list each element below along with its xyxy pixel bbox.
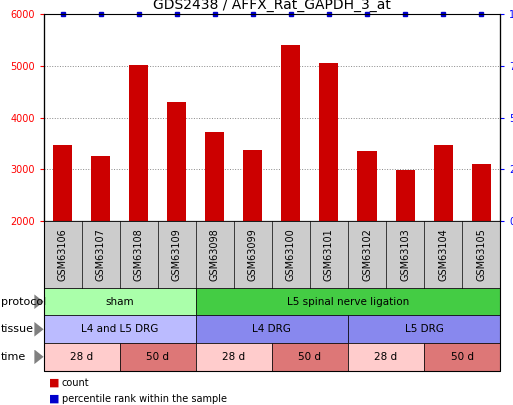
Text: GSM63098: GSM63098	[210, 228, 220, 281]
Text: GSM63101: GSM63101	[324, 228, 334, 281]
Text: tissue: tissue	[1, 324, 34, 334]
Text: L5 spinal nerve ligation: L5 spinal nerve ligation	[287, 297, 409, 307]
Text: GSM63104: GSM63104	[438, 228, 448, 281]
Bar	[243, 150, 262, 221]
Title: GDS2438 / AFFX_Rat_GAPDH_3_at: GDS2438 / AFFX_Rat_GAPDH_3_at	[153, 0, 391, 12]
Text: L5 DRG: L5 DRG	[405, 324, 444, 334]
Bar	[396, 171, 415, 221]
Text: GSM63099: GSM63099	[248, 228, 258, 281]
Text: GSM63106: GSM63106	[57, 228, 68, 281]
Bar	[320, 63, 339, 221]
Text: 28 d: 28 d	[374, 352, 398, 362]
Text: ■: ■	[49, 378, 59, 388]
Text: protocol: protocol	[1, 297, 46, 307]
Text: GSM63109: GSM63109	[172, 228, 182, 281]
Bar	[471, 164, 490, 221]
Text: count: count	[62, 378, 89, 388]
Bar	[433, 145, 452, 221]
Polygon shape	[34, 322, 44, 337]
Text: GSM63100: GSM63100	[286, 228, 296, 281]
Text: GSM63102: GSM63102	[362, 228, 372, 281]
Polygon shape	[34, 350, 44, 364]
Text: GSM63108: GSM63108	[134, 228, 144, 281]
Text: 50 d: 50 d	[450, 352, 473, 362]
Bar	[53, 145, 72, 221]
Text: ■: ■	[49, 394, 59, 404]
Bar	[167, 102, 186, 221]
Text: percentile rank within the sample: percentile rank within the sample	[62, 394, 227, 404]
Bar	[282, 45, 301, 221]
Bar	[129, 65, 148, 221]
Bar	[91, 156, 110, 221]
Text: 28 d: 28 d	[70, 352, 93, 362]
Text: 28 d: 28 d	[222, 352, 245, 362]
Polygon shape	[34, 294, 44, 309]
Text: GSM63103: GSM63103	[400, 228, 410, 281]
Text: 50 d: 50 d	[299, 352, 322, 362]
Text: time: time	[1, 352, 26, 362]
Bar	[358, 151, 377, 221]
Bar	[205, 132, 224, 221]
Text: GSM63105: GSM63105	[476, 228, 486, 281]
Text: sham: sham	[105, 297, 134, 307]
Text: 50 d: 50 d	[146, 352, 169, 362]
Text: GSM63107: GSM63107	[96, 228, 106, 281]
Text: L4 and L5 DRG: L4 and L5 DRG	[81, 324, 159, 334]
Text: L4 DRG: L4 DRG	[252, 324, 291, 334]
